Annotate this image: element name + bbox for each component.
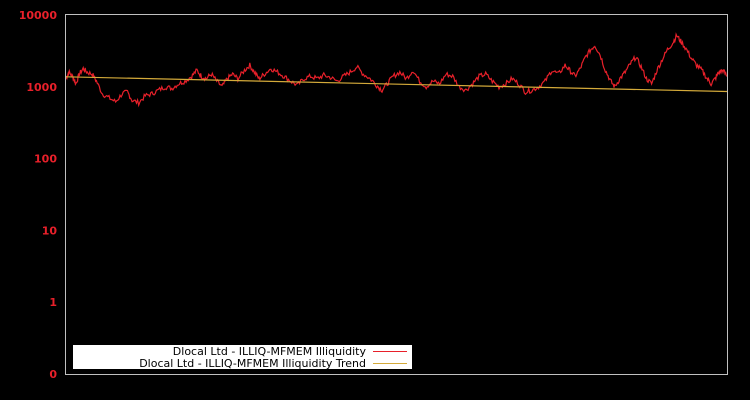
legend: Dlocal Ltd - ILLIQ-MFMEM Illiquidity Dlo… xyxy=(73,345,412,370)
y-tick-label: 10 xyxy=(42,224,58,237)
y-tick-label: 1 xyxy=(49,296,57,309)
illiquidity-trend-line xyxy=(65,76,728,93)
plot-frame xyxy=(65,14,728,375)
plot-area xyxy=(65,32,728,108)
y-tick-label: 0 xyxy=(49,368,57,381)
y-tick-label: 1000 xyxy=(26,81,57,94)
illiquidity-series-line xyxy=(65,32,728,108)
y-tick-label: 100 xyxy=(34,153,57,166)
legend-label-trend: Dlocal Ltd - ILLIQ-MFMEM Illiquidity Tre… xyxy=(139,357,366,370)
legend-label-illiquidity: Dlocal Ltd - ILLIQ-MFMEM Illiquidity xyxy=(173,345,367,358)
y-tick-label: 10000 xyxy=(19,9,58,22)
legend-box xyxy=(73,345,412,369)
